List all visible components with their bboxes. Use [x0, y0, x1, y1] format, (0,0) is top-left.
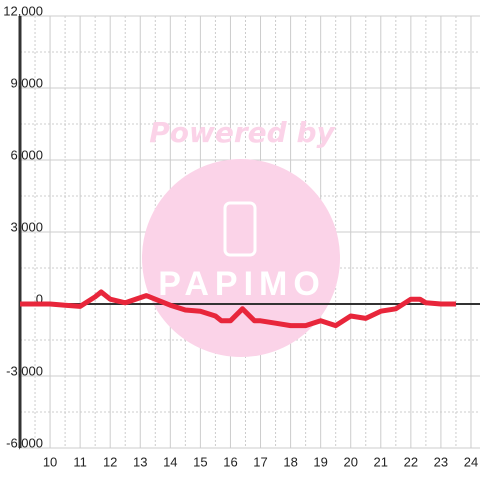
x-tick-label: 19: [313, 454, 327, 469]
line: [20, 289, 456, 329]
x-tick-label: 22: [404, 454, 418, 469]
x-tick-label: 17: [253, 454, 267, 469]
watermark-logo: PAPIMO: [158, 265, 326, 303]
x-tick-label: 24: [464, 454, 478, 469]
watermark-icon: [223, 201, 257, 257]
x-tick-label: 14: [163, 454, 177, 469]
x-tick-label: 10: [43, 454, 57, 469]
y-tick-label: -6,000: [6, 435, 43, 450]
x-tick-label: 15: [193, 454, 207, 469]
y-tick-label: 3,000: [10, 219, 43, 234]
y-tick-label: -3,000: [6, 363, 43, 378]
x-tick-label: 12: [103, 454, 117, 469]
watermark-text: Powered by: [149, 116, 336, 149]
x-tick-label: 13: [133, 454, 147, 469]
watermark: Powered by PAPIMO: [142, 116, 340, 357]
y-tick-label: 12,000: [3, 3, 43, 18]
x-tick-label: 11: [73, 454, 87, 469]
x-tick-label: 18: [283, 454, 297, 469]
y-tick-label: 6,000: [10, 147, 43, 162]
x-tick-label: 21: [374, 454, 388, 469]
x-tick-label: 23: [434, 454, 448, 469]
watermark-circle: [142, 159, 340, 357]
y-tick-label: 0: [36, 291, 43, 306]
x-tick-label: 16: [223, 454, 237, 469]
x-tick-label: 20: [343, 454, 357, 469]
y-tick-label: 9,000: [10, 75, 43, 90]
